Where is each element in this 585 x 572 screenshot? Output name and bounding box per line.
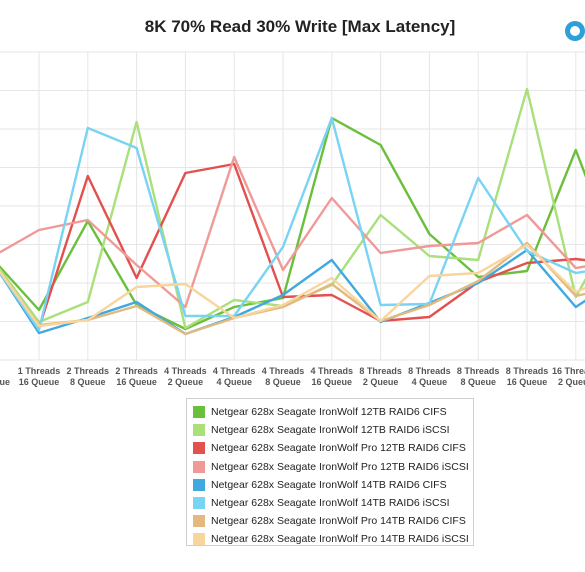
x-tick-label-partial: Queue [0,377,10,387]
legend-label: Netgear 628x Seagate IronWolf 12TB RAID6… [211,424,450,437]
x-tick-label: 2 Queue [558,377,585,387]
x-tick-label: 2 Threads [115,366,158,376]
legend-swatch [193,515,205,528]
x-tick-label: 8 Threads [457,366,500,376]
x-tick-label: 16 Queue [312,377,353,387]
legend-swatch [193,442,205,455]
legend-item[interactable]: Netgear 628x Seagate IronWolf Pro 12TB R… [193,439,473,457]
x-tick-label: 8 Queue [70,377,106,387]
legend-label: Netgear 628x Seagate IronWolf 14TB RAID6… [211,497,450,510]
legend-label: Netgear 628x Seagate IronWolf Pro 12TB R… [211,460,469,473]
x-tick-label: 8 Threads [506,366,549,376]
x-tick-label: 4 Threads [164,366,207,376]
x-tick-label: 16 Threads [552,366,585,376]
x-tick-label: 4 Queue [412,377,448,387]
x-tick-label: 8 Queue [265,377,301,387]
legend-item[interactable]: Netgear 628x Seagate IronWolf 14TB RAID6… [193,494,473,512]
x-tick-label: 4 Threads [262,366,305,376]
legend-label: Netgear 628x Seagate IronWolf Pro 14TB R… [211,533,469,546]
legend-label: Netgear 628x Seagate IronWolf 12TB RAID6… [211,406,447,419]
x-tick-label: 4 Queue [216,377,252,387]
x-tick-label: 2 Queue [168,377,204,387]
x-tick-label: 2 Queue [363,377,399,387]
x-tick-label: 8 Queue [460,377,496,387]
x-tick-label: 16 Queue [507,377,548,387]
chart-title: 8K 70% Read 30% Write [Max Latency] [144,17,456,36]
legend-item[interactable]: Netgear 628x Seagate IronWolf 12TB RAID6… [193,403,473,421]
legend-label: Netgear 628x Seagate IronWolf Pro 12TB R… [211,442,466,455]
series-line-7 [0,243,585,328]
x-tick-label: 4 Threads [213,366,256,376]
legend-item[interactable]: Netgear 628x Seagate IronWolf Pro 14TB R… [193,512,473,530]
legend-item[interactable]: Netgear 628x Seagate IronWolf Pro 14TB R… [193,530,473,548]
x-tick-label: 8 Threads [359,366,402,376]
series-line-5 [0,116,585,332]
legend-swatch [193,460,205,473]
x-tick-label: 1 Threads [18,366,61,376]
x-tick-label: 16 Queue [19,377,60,387]
legend-item[interactable]: Netgear 628x Seagate IronWolf Pro 12TB R… [193,458,473,476]
legend-swatch [193,497,205,510]
legend-swatch [193,406,205,419]
x-tick-label: 2 Threads [67,366,110,376]
x-tick-label: 4 Threads [311,366,354,376]
legend-label: Netgear 628x Seagate IronWolf Pro 14TB R… [211,515,466,528]
legend-swatch [193,424,205,437]
info-icon[interactable] [565,21,585,41]
legend-swatch [193,533,205,546]
legend-label: Netgear 628x Seagate IronWolf 14TB RAID6… [211,478,447,491]
legend-item[interactable]: Netgear 628x Seagate IronWolf 12TB RAID6… [193,421,473,439]
series-line-3 [0,155,585,309]
x-tick-label: 8 Threads [408,366,451,376]
legend-item[interactable]: Netgear 628x Seagate IronWolf 14TB RAID6… [193,476,473,494]
legend: Netgear 628x Seagate IronWolf 12TB RAID6… [186,398,474,546]
x-tick-label: 16 Queue [116,377,157,387]
legend-swatch [193,478,205,491]
series-line-0 [0,116,585,331]
